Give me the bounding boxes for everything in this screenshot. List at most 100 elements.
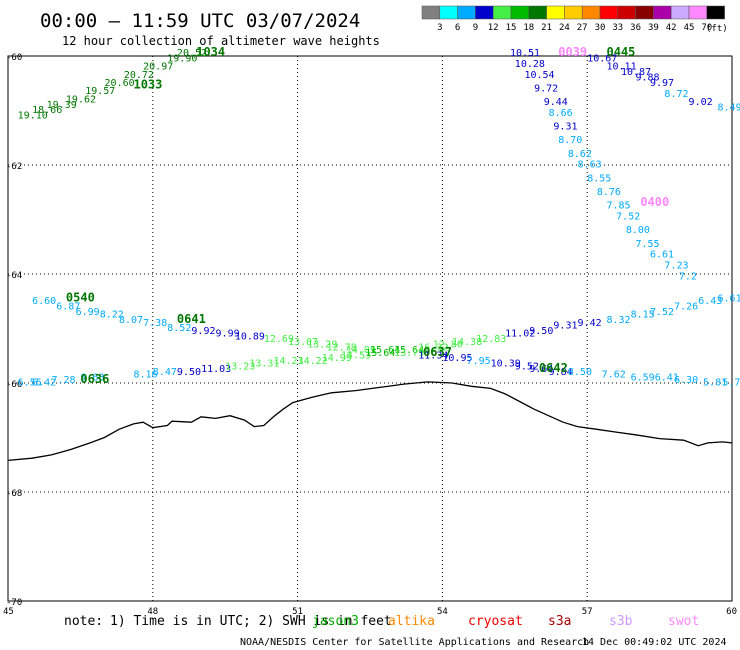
- wave-height-value: 6.63: [80, 372, 104, 383]
- wave-height-value: 14.53: [341, 350, 371, 361]
- wave-height-value: 9.84: [549, 367, 573, 378]
- wave-height-value: 8.15: [631, 310, 655, 321]
- legend-swatch: [670, 5, 690, 20]
- map-title: 00:00 — 11:59 UTC 03/07/2024: [40, 10, 360, 32]
- wave-height-value: 7.95: [467, 356, 491, 367]
- satellite-name: s3b: [609, 614, 633, 629]
- credit-text: NOAA/NESDIS Center for Satellite Applica…: [240, 637, 589, 648]
- wave-height-value: 9.02: [689, 97, 713, 108]
- wave-height-value: 8.32: [607, 315, 631, 326]
- wave-height-value: 9.97: [650, 78, 674, 89]
- wave-height-value: 8.72: [664, 89, 688, 100]
- wave-height-value: 8.76: [597, 187, 621, 198]
- wave-height-value: 20.52: [177, 48, 207, 59]
- wave-height-value: 12.83: [476, 334, 506, 345]
- wave-height-value: 8.55: [587, 173, 611, 184]
- wave-height-value: 6.61: [718, 293, 740, 304]
- legend-swatch: [546, 5, 565, 20]
- lat-tick-label: -60: [6, 53, 22, 63]
- lat-tick-label: -66: [6, 380, 22, 390]
- wave-height-value: 14.22: [298, 356, 328, 367]
- legend-tick-label: 36: [630, 23, 641, 33]
- legend-swatch: [599, 5, 619, 20]
- wave-height-value: 7.2: [679, 271, 697, 282]
- legend-tick-label: 21: [541, 23, 552, 33]
- legend-tick-label: 24: [559, 23, 570, 33]
- longitude-axis: 45 48 51 54 57 60: [3, 607, 737, 617]
- wave-height-value: 6.30: [674, 375, 698, 386]
- wave-height-value: 11.34: [418, 350, 448, 361]
- wave-height-value: 14.38: [452, 337, 482, 348]
- legend-swatch: [706, 5, 725, 20]
- antarctic-coastline: [7, 381, 733, 462]
- wave-height-value: 10.51: [510, 48, 540, 59]
- satellite-name: s3a: [548, 614, 571, 629]
- pass-time-label: 0445: [607, 45, 636, 59]
- wave-height-value: 11.03: [201, 364, 231, 375]
- wave-height-value: 10.89: [235, 331, 265, 342]
- legend-tick-label: 33: [612, 23, 623, 33]
- wave-height-value: 9.99: [216, 329, 240, 340]
- wave-height-value: 9.44: [544, 97, 568, 108]
- wave-height-value: 6.60: [32, 296, 56, 307]
- note-text: 1) Time is in UTC; 2) SWH is in feet: [110, 614, 392, 629]
- legend-tick-label: 27: [577, 23, 588, 33]
- lat-tick-label: -64: [6, 271, 22, 281]
- wave-height-value: 8.47: [153, 367, 177, 378]
- lon-tick-label: 45: [3, 607, 14, 617]
- legend-swatch: [475, 5, 494, 20]
- wave-height-value: 13.23: [225, 361, 255, 372]
- wave-height-value: 13.07: [288, 337, 318, 348]
- wave-height-value: 11.02: [505, 329, 535, 340]
- wave-height-value: 12.78: [327, 342, 357, 353]
- legend-swatch: [528, 5, 547, 20]
- wave-height-value: 19.62: [66, 94, 96, 105]
- wave-height-value: 12.69: [264, 334, 294, 345]
- wave-height-value: 19.39: [47, 100, 77, 111]
- wave-height-value: 19.90: [167, 53, 197, 64]
- satellite-name: jason3: [312, 614, 359, 629]
- pass-time-label: 0400: [640, 195, 669, 209]
- wave-height-value: 8.49: [718, 103, 740, 114]
- satellite-name: altika: [388, 614, 435, 629]
- legend-swatch: [688, 5, 708, 20]
- wave-height-value: 8.66: [549, 108, 573, 119]
- latitude-axis: -60 -62 -64 -66 -68 -70: [6, 53, 22, 608]
- legend-swatch: [492, 5, 512, 20]
- lon-tick-label: 54: [437, 607, 448, 617]
- wave-height-value: 18.66: [32, 105, 62, 116]
- legend-swatch: [581, 5, 601, 20]
- wave-height-value: 9.50: [177, 367, 201, 378]
- legend-swatch: [635, 5, 654, 20]
- wave-height-value: 5.81: [703, 378, 727, 389]
- wave-height-value: 7.52: [650, 307, 674, 318]
- legend-swatch: [564, 5, 583, 20]
- pass-time-label: 0641: [177, 312, 206, 326]
- wave-height-value: 10.67: [587, 53, 617, 64]
- wave-height-value: 10.87: [621, 67, 651, 78]
- legend-swatch: [439, 5, 458, 20]
- wave-height-value: 9.31: [553, 321, 577, 332]
- lat-tick-label: -68: [6, 489, 22, 499]
- lat-lon-grid: [8, 56, 732, 601]
- wave-height-value: 9.88: [635, 73, 659, 84]
- wave-height-value: 7.62: [602, 370, 626, 381]
- note-prefix: note:: [64, 614, 103, 629]
- wave-height-value: 19.57: [85, 86, 115, 97]
- timestamp-text: 14 Dec 00:49:02 UTC 2024: [582, 637, 727, 648]
- wave-height-value: 6.87: [56, 301, 80, 312]
- legend-tick-label: 9: [473, 23, 478, 33]
- pass-time-label: 0642: [539, 361, 568, 375]
- legend-swatch: [457, 5, 476, 20]
- wave-height-value: 9.72: [534, 83, 558, 94]
- lon-tick-label: 60: [726, 607, 737, 617]
- pass-time-label: 0039: [558, 45, 587, 59]
- wave-height-value: 19.10: [18, 111, 48, 122]
- coastline-path: [7, 381, 733, 462]
- legend-swatch: [617, 5, 636, 20]
- wave-height-value: 13.31: [249, 359, 279, 370]
- legend-swatch: [421, 5, 441, 20]
- wave-height-value: 7.38: [143, 318, 167, 329]
- wave-height-value: 6.42: [32, 378, 56, 389]
- lat-tick-label: -62: [6, 162, 22, 172]
